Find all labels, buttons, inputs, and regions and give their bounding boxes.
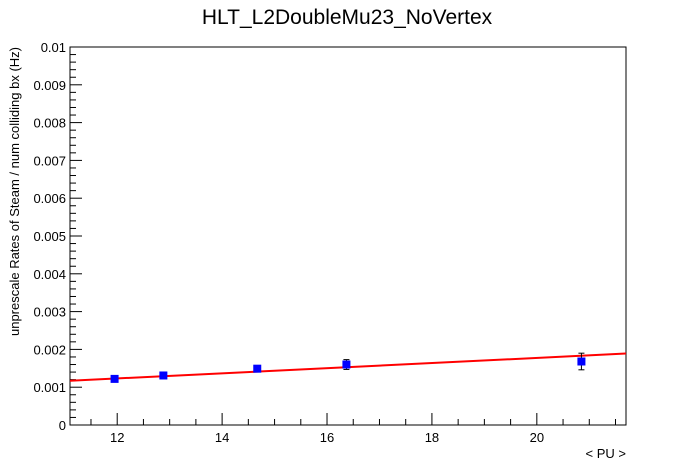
x-tick-label: 14: [215, 430, 229, 445]
y-tick-label: 0.001: [33, 380, 66, 395]
y-tick-label: 0.009: [33, 78, 66, 93]
data-marker: [110, 374, 119, 383]
y-tick-label: 0.003: [33, 305, 66, 320]
y-tick-label: 0.006: [33, 191, 66, 206]
data-marker: [342, 360, 351, 369]
x-tick-label: 18: [425, 430, 439, 445]
y-axis: 0 0.001 0.002 0.003 0.004 0.005 0.006 0.007 0.00…: [33, 40, 82, 433]
y-tick-label: 0: [59, 418, 66, 433]
y-tick-label: 0.004: [33, 267, 66, 282]
y-tick-label: 0.01: [41, 40, 66, 55]
x-tick-label: 12: [110, 430, 124, 445]
chart-title: HLT_L2DoubleMu23_NoVertex: [202, 6, 493, 29]
x-axis: 12 14 16 18 20: [90, 413, 617, 445]
y-tick-label: 0.005: [33, 229, 66, 244]
data-marker: [159, 371, 168, 380]
data-marker: [253, 364, 262, 373]
data-marker: [577, 357, 586, 366]
y-tick-label: 0.007: [33, 153, 66, 168]
x-tick-label: 20: [530, 430, 544, 445]
x-axis-label: < PU >: [586, 446, 626, 461]
data-point: [159, 371, 168, 380]
x-tick-label: 16: [320, 430, 334, 445]
data-point: [253, 364, 262, 373]
data-points-layer: [110, 352, 586, 383]
y-tick-label: 0.008: [33, 116, 66, 131]
data-point: [342, 359, 351, 370]
y-tick-label: 0.002: [33, 342, 66, 357]
data-point: [577, 352, 586, 371]
data-point: [110, 374, 119, 383]
y-axis-label: unprescale Rates of Steam / num collidin…: [7, 47, 22, 336]
